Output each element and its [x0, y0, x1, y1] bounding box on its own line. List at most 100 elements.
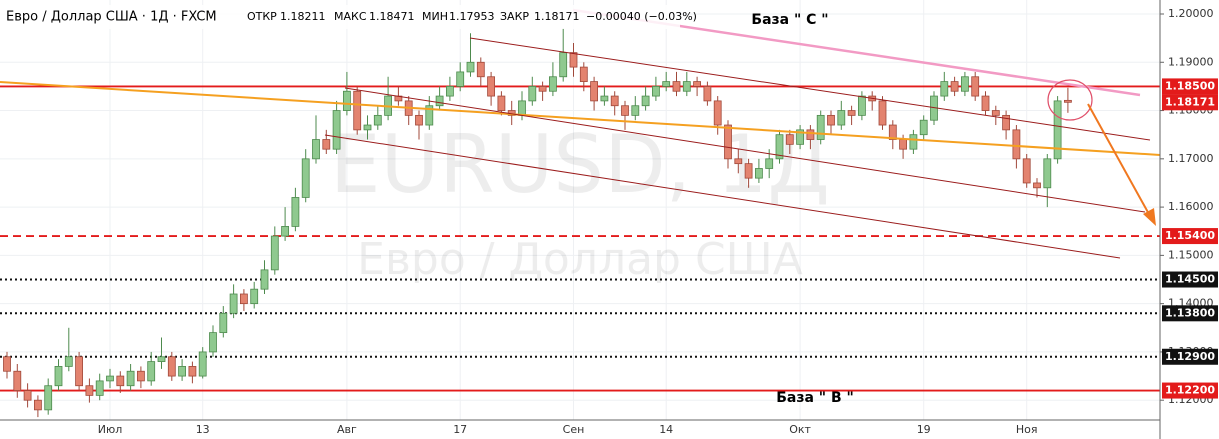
- candle-body: [435, 95, 444, 107]
- candle-body: [147, 361, 156, 382]
- candle-body: [106, 375, 114, 382]
- y-tick-label: 1.16000: [1168, 200, 1214, 213]
- candle-body: [724, 124, 732, 160]
- y-tick-label: 1.17000: [1168, 152, 1214, 165]
- x-tick-label: Окт: [789, 423, 811, 436]
- candles: [3, 28, 1072, 418]
- candle-body: [899, 139, 907, 150]
- candle-body: [631, 105, 640, 116]
- header-bg: [0, 5, 680, 29]
- x-tick-label: 19: [917, 423, 931, 436]
- candle-body: [456, 71, 465, 87]
- candle-body: [693, 81, 701, 87]
- candle-body: [270, 235, 279, 271]
- open-value: 1.18211: [280, 10, 326, 23]
- candle-body: [476, 61, 485, 78]
- candle-body: [415, 114, 423, 126]
- candle-body: [981, 95, 990, 111]
- candle-body: [85, 385, 94, 396]
- candle-body: [497, 95, 506, 111]
- candle-body: [198, 351, 207, 377]
- candle-body: [136, 370, 145, 382]
- candle-body: [281, 226, 290, 237]
- candle-body: [662, 81, 671, 87]
- level-label: 1.18500: [1165, 79, 1215, 92]
- candle-body: [950, 81, 959, 92]
- candle-body: [95, 380, 104, 396]
- level-label: 1.13800: [1165, 306, 1215, 319]
- candle-body: [621, 105, 629, 116]
- candle-body: [332, 110, 341, 150]
- candle-body: [445, 86, 454, 97]
- candle-body: [178, 366, 187, 377]
- candle-body: [888, 124, 897, 140]
- level-label: 1.14500: [1165, 273, 1215, 286]
- candle-body: [816, 114, 825, 140]
- level-label: 1.12900: [1165, 350, 1215, 363]
- candle-body: [1043, 158, 1052, 189]
- candle-body: [538, 86, 547, 92]
- last-price-label: 1.18171: [1165, 95, 1215, 108]
- candle-body: [600, 95, 609, 102]
- candle-body: [157, 356, 166, 362]
- candle-body: [239, 293, 248, 305]
- x-tick-label: 14: [659, 423, 673, 436]
- candle-body: [559, 52, 568, 78]
- candle-body: [260, 269, 269, 290]
- candle-body: [579, 66, 588, 82]
- candle-body: [796, 129, 804, 145]
- candle-body: [703, 86, 712, 102]
- candle-body: [353, 90, 362, 131]
- candle-body: [610, 95, 619, 107]
- candle-body: [672, 81, 681, 92]
- candle-body: [765, 158, 774, 169]
- candle-body: [1033, 182, 1041, 189]
- candle-body: [755, 168, 763, 179]
- candle-body: [188, 366, 197, 377]
- candle-body: [734, 158, 743, 165]
- candle-body: [518, 100, 526, 116]
- symbol: Евро / Доллар США · 1Д · FXCM: [6, 10, 217, 25]
- open-label: ОТКР: [247, 10, 277, 23]
- candle-body: [775, 134, 784, 160]
- candle-body: [363, 124, 372, 131]
- high-value: 1.18471: [369, 10, 415, 23]
- candle-body: [1022, 158, 1031, 184]
- x-tick-label: Июл: [98, 423, 123, 436]
- candle-body: [322, 139, 331, 150]
- level-label-bg: [1162, 382, 1218, 399]
- candle-body: [549, 76, 557, 92]
- candle-body: [806, 129, 815, 140]
- candle-body: [425, 105, 434, 126]
- candle-body: [487, 76, 496, 97]
- candle-body: [1053, 100, 1062, 160]
- axes: 1.120001.130001.140001.150001.160001.170…: [98, 7, 1218, 436]
- candle-body: [827, 114, 835, 126]
- level-label-bg: [1162, 228, 1218, 245]
- y-tick-label: 1.20000: [1168, 7, 1214, 20]
- candle-body: [466, 61, 475, 73]
- candle-body: [641, 95, 650, 107]
- candle-body: [75, 356, 83, 387]
- level-label-bg: [1162, 348, 1218, 365]
- trend-line: [0, 81, 1161, 156]
- candle-body: [34, 399, 42, 411]
- x-tick-label: 17: [453, 423, 467, 436]
- close-label: ЗАКР: [500, 10, 529, 23]
- candle-body: [373, 114, 382, 126]
- annotation: База " С ": [751, 12, 828, 28]
- close-value: 1.18171: [534, 10, 580, 23]
- candle-body: [919, 119, 928, 136]
- change: −0.00040 (−0.03%): [586, 10, 697, 23]
- candle-body: [126, 370, 135, 387]
- candle-body: [1064, 99, 1072, 103]
- x-tick-label: Сен: [563, 423, 585, 436]
- candle-body: [219, 312, 228, 334]
- candle-body: [858, 95, 866, 116]
- level-label-bg: [1162, 305, 1218, 322]
- candle-body: [744, 163, 753, 179]
- y-tick-label: 1.15000: [1168, 248, 1214, 261]
- level-label-bg: [1162, 271, 1218, 288]
